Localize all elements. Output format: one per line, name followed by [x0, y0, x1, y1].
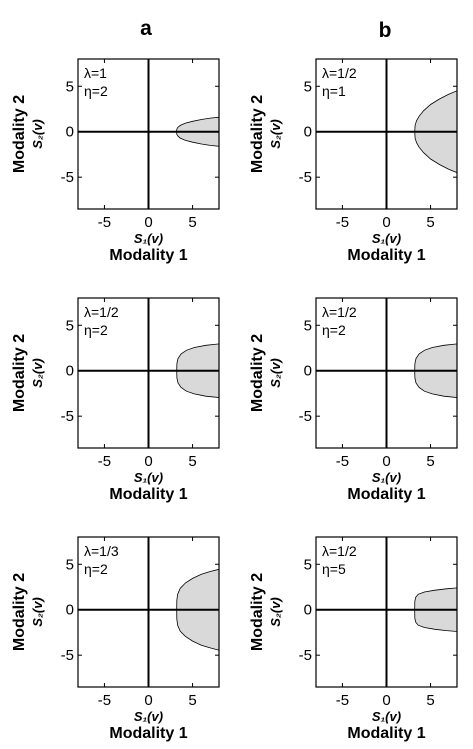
y-axis-label-modality: Modality 2 [249, 334, 266, 412]
y-axis-label-modality: Modality 2 [11, 573, 28, 651]
x-tick-label: 5 [426, 453, 434, 470]
parameter-annotation: η=5 [322, 561, 346, 577]
y-axis-label: S₂(v) [30, 119, 45, 149]
y-tick-label: 5 [66, 317, 74, 334]
x-tick-label: 0 [382, 692, 390, 709]
y-tick-label: 5 [304, 78, 312, 95]
y-axis-label: S₂(v) [30, 597, 45, 627]
parameter-annotation: λ=1/2 [84, 304, 119, 320]
x-tick-label: -5 [98, 214, 111, 231]
x-axis-label: S₁(v) [372, 231, 401, 246]
y-tick-label: 5 [66, 556, 74, 573]
y-tick-label: 5 [304, 556, 312, 573]
y-tick-label: 0 [304, 124, 312, 141]
x-tick-label: -5 [98, 453, 111, 470]
y-axis-label-modality: Modality 2 [249, 573, 266, 651]
parameter-annotation: λ=1/2 [322, 304, 357, 320]
y-axis-label: S₂(v) [268, 597, 283, 627]
panel-b-1: -5 0 5 5 0 -5 λ=1/2 η=1 S₁(v)Modality 1 Modality … [249, 58, 458, 264]
y-axis-label: S₂(v) [30, 358, 45, 388]
x-axis-label-modality: Modality 1 [347, 486, 425, 503]
x-axis-label-modality: Modality 1 [109, 725, 187, 742]
panel-a-2: -5 0 5 5 0 -5 λ=1/2 η=2 S₁(v)Modality 1 Modality … [11, 297, 220, 503]
y-tick-label: 0 [66, 602, 74, 619]
x-tick-label: 5 [426, 692, 434, 709]
y-tick-label: -5 [61, 647, 74, 664]
x-axis-label: S₁(v) [134, 231, 163, 246]
y-tick-label: -5 [61, 169, 74, 186]
parameter-annotation: η=2 [322, 322, 346, 338]
x-tick-label: 0 [144, 214, 152, 231]
x-tick-label: 5 [188, 453, 196, 470]
parameter-annotation: λ=1 [84, 65, 107, 81]
parameter-annotation: η=2 [84, 83, 108, 99]
x-axis-label-modality: Modality 1 [347, 725, 425, 742]
x-axis-label: S₁(v) [134, 709, 163, 724]
parameter-annotation: λ=1/2 [322, 543, 357, 559]
x-axis-label: S₁(v) [372, 470, 401, 485]
y-axis-label: S₂(v) [268, 358, 283, 388]
y-axis-label: S₂(v) [268, 119, 283, 149]
y-axis-label-modality: Modality 2 [11, 334, 28, 412]
panel-b-2: -5 0 5 5 0 -5 λ=1/2 η=2 S₁(v)Modality 1 Modality … [249, 297, 458, 503]
parameter-annotation: η=1 [322, 83, 346, 99]
y-tick-label: -5 [299, 408, 312, 425]
x-tick-label: 5 [188, 692, 196, 709]
y-tick-label: 5 [304, 317, 312, 334]
x-tick-label: -5 [98, 692, 111, 709]
panel-b-3: -5 0 5 5 0 -5 λ=1/2 η=5 S₁(v)Modality 1 Modality … [249, 536, 458, 742]
column-label-b: b [379, 19, 392, 42]
y-tick-label: 0 [304, 363, 312, 380]
y-tick-label: 0 [304, 602, 312, 619]
parameter-annotation: η=2 [84, 561, 108, 577]
x-axis-label-modality: Modality 1 [109, 486, 187, 503]
y-tick-label: 0 [66, 363, 74, 380]
y-tick-label: -5 [299, 647, 312, 664]
parameter-annotation: λ=1/2 [322, 65, 357, 81]
x-tick-label: -5 [336, 453, 349, 470]
y-tick-label: 5 [66, 78, 74, 95]
x-axis-label: S₁(v) [372, 709, 401, 724]
x-tick-label: 0 [144, 692, 152, 709]
x-tick-label: 0 [382, 453, 390, 470]
y-axis-label-modality: Modality 2 [11, 95, 28, 173]
x-axis-label-modality: Modality 1 [347, 247, 425, 264]
y-tick-label: 0 [66, 124, 74, 141]
x-tick-label: -5 [336, 692, 349, 709]
x-axis-label-modality: Modality 1 [109, 247, 187, 264]
x-tick-label: -5 [336, 214, 349, 231]
panel-a-3: -5 0 5 5 0 -5 λ=1/3 η=2 S₁(v)Modality 1 Modality … [11, 536, 220, 742]
y-tick-label: -5 [299, 169, 312, 186]
parameter-annotation: λ=1/3 [84, 543, 119, 559]
x-tick-label: 5 [426, 214, 434, 231]
x-axis-label: S₁(v) [134, 470, 163, 485]
x-tick-label: 5 [188, 214, 196, 231]
column-label-a: a [140, 17, 152, 40]
y-axis-label-modality: Modality 2 [249, 95, 266, 173]
x-tick-label: 0 [382, 214, 390, 231]
y-tick-label: -5 [61, 408, 74, 425]
parameter-annotation: η=2 [84, 322, 108, 338]
x-tick-label: 0 [144, 453, 152, 470]
